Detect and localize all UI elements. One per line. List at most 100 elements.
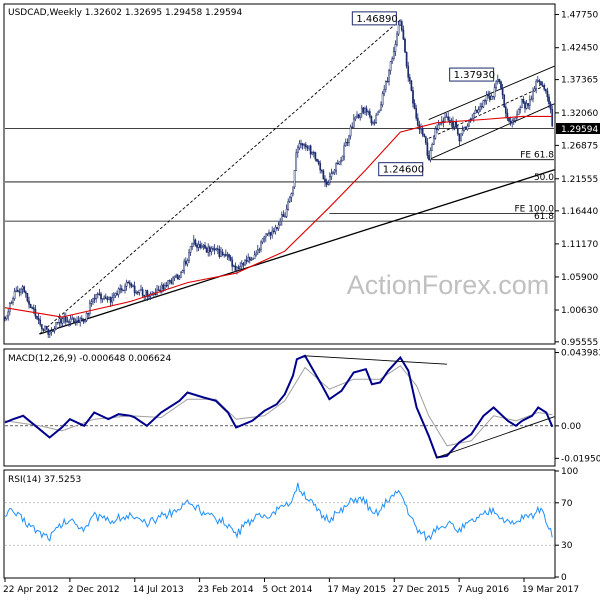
macd-panel-frame [3,348,556,467]
candle-body [28,300,30,305]
candle-body [236,267,238,271]
candle-body [424,136,427,144]
candle-body [242,263,245,266]
candle-body [338,161,341,165]
candle-body [216,248,219,250]
candle-body [20,288,22,293]
candle-body [309,145,312,155]
candle-body [536,80,539,82]
candle-body [340,160,342,163]
candle-body [517,109,520,115]
candle-body [60,318,62,324]
candle-body [464,127,467,130]
candle-body [362,107,365,113]
candle-body [136,292,139,294]
y-tick-label: 0 [561,573,567,583]
candle-body [256,249,259,254]
x-tick-label: 7 Aug 2016 [457,585,509,595]
candle-body [461,129,464,134]
candle-body [71,317,74,320]
candle-body [253,254,256,260]
candle-body [405,52,408,67]
candle-body [234,265,237,271]
candle-body [456,127,459,135]
candle-body [237,267,240,270]
candle-body [540,81,542,86]
rsi-panel-frame [3,469,556,579]
candle-body [512,120,515,122]
price-callout-label: 1.46890 [356,14,397,25]
candle-body [204,245,206,249]
candle-body [220,251,222,257]
rsi-line [4,482,553,542]
channel-mid-line [428,84,547,139]
candle-body [487,94,490,97]
candle-body [501,87,504,96]
candle-body [447,116,450,121]
candle-body [64,316,67,322]
y-tick-label: 1.00630 [561,306,598,316]
candle-body [279,221,282,226]
candle-body [72,317,75,323]
level-label: FE 61.8 [520,151,554,161]
candle-body [466,125,469,130]
candle-body [178,277,181,280]
candle-body [392,51,395,60]
x-tick-label: 14 Jul 2013 [133,585,184,595]
candle-body [111,297,114,303]
candle-body [192,239,195,244]
price-callout-box [449,67,495,82]
candle-body [146,290,149,297]
candle-body [5,315,8,319]
candle-body [327,182,330,185]
y-tick-label: 1.11170 [561,240,598,250]
candle-body [16,289,19,292]
candle-body [133,285,136,293]
candle-body [170,280,173,284]
candle-body [228,254,230,258]
candle-body [453,121,456,127]
candle-body [335,163,338,171]
candle-body [519,107,522,110]
candle-body [527,103,530,106]
candle-body [260,241,262,250]
candle-body [82,318,85,322]
candle-body [250,259,253,261]
candle-body [167,280,170,287]
y-tick-label: 1.47750 [561,10,598,20]
candle-body [402,29,405,40]
candle-body [266,233,269,235]
candle-body [103,296,106,299]
candle-body [432,137,435,145]
candle-body [84,320,86,322]
candle-body [141,289,144,296]
candle-body [508,117,510,122]
price-panel-frame [3,3,556,345]
candle-body [391,58,394,62]
candle-body [85,313,88,321]
candle-body [66,321,69,323]
candle-body [229,256,232,261]
candle-body [40,324,43,329]
candle-body [224,254,227,256]
candle-body [189,246,192,253]
candle-body [381,93,384,106]
candle-body [175,274,178,277]
candle-body [471,117,474,121]
candle-body [109,297,112,303]
candle-body [47,328,50,335]
candle-body [304,144,307,147]
candle-body [319,163,322,171]
candle-body [330,173,333,178]
candle-body [165,284,168,287]
candle-body [546,90,549,98]
candle-body [274,226,277,233]
candle-body [231,259,234,267]
candle-body [452,120,454,127]
candle-body [36,316,38,319]
candle-body [375,114,378,123]
candle-body [221,251,224,255]
candle-body [12,298,14,303]
